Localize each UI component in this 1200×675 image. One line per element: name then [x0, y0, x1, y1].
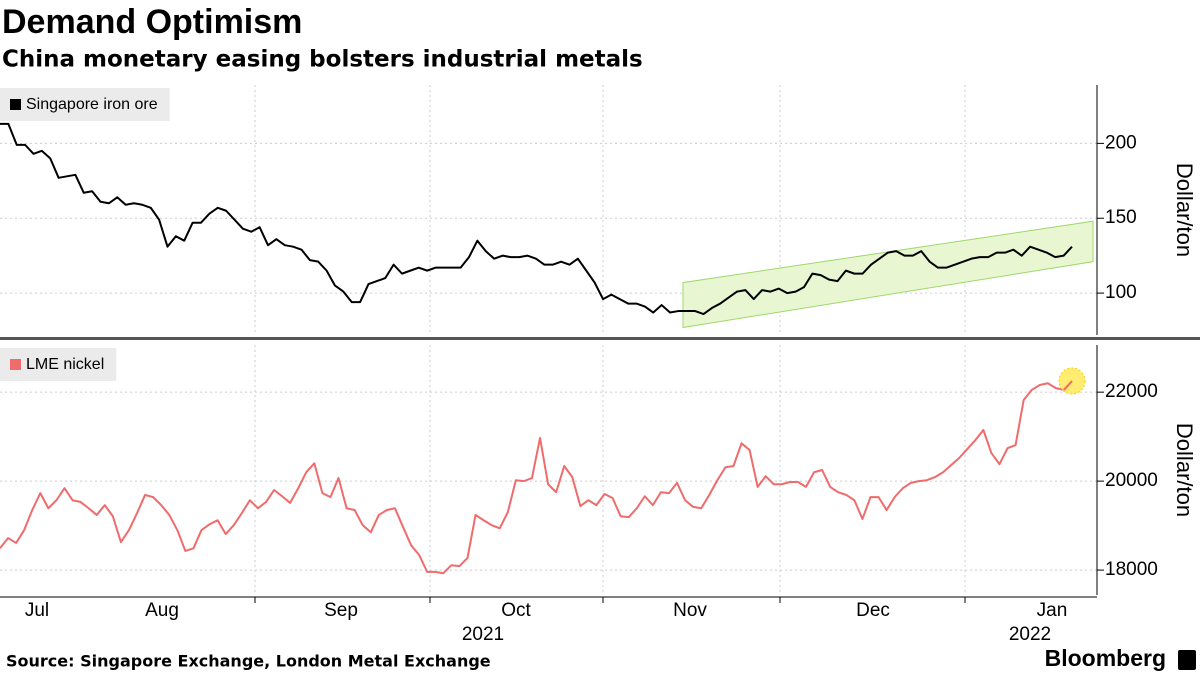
legend-swatch — [10, 99, 21, 110]
brand: Bloomberg — [1045, 645, 1166, 671]
year-label: 2022 — [1009, 624, 1051, 645]
y-tick-label: 200 — [1105, 132, 1137, 153]
x-tick-label: Oct — [501, 600, 531, 621]
line — [0, 122, 1073, 316]
x-tick-label: Aug — [145, 600, 179, 621]
line — [1063, 380, 1073, 391]
y-tick-label: 22000 — [1105, 381, 1158, 402]
y-tick-label: 20000 — [1105, 470, 1158, 491]
chart-subtitle: China monetary easing bolsters industria… — [2, 47, 643, 73]
channel — [682, 220, 1094, 329]
brand-icon — [1178, 650, 1196, 670]
panel-divider — [0, 337, 1200, 340]
y-axis-label: Dollar/ton — [1172, 423, 1197, 517]
year-label: 2021 — [462, 624, 504, 645]
y-axis-label: Dollar/ton — [1172, 163, 1197, 257]
legend-box — [0, 88, 170, 121]
source: Source: Singapore Exchange, London Metal… — [6, 652, 491, 671]
y-tick-label: 18000 — [1105, 559, 1158, 580]
legend-label: Singapore iron ore — [26, 96, 158, 113]
x-tick-label: Jul — [25, 600, 49, 621]
x-tick-label: Sep — [324, 600, 358, 621]
x-tick-label: Nov — [673, 600, 707, 621]
legend-swatch — [10, 359, 21, 370]
x-tick-label: Dec — [856, 600, 890, 621]
y-tick-label: 100 — [1105, 282, 1137, 303]
y-tick-label: 150 — [1105, 207, 1137, 228]
legend-label: LME nickel — [26, 356, 104, 373]
line — [0, 380, 1073, 575]
chart-title: Demand Optimism — [2, 3, 302, 41]
x-tick-label: Jan — [1037, 600, 1068, 621]
